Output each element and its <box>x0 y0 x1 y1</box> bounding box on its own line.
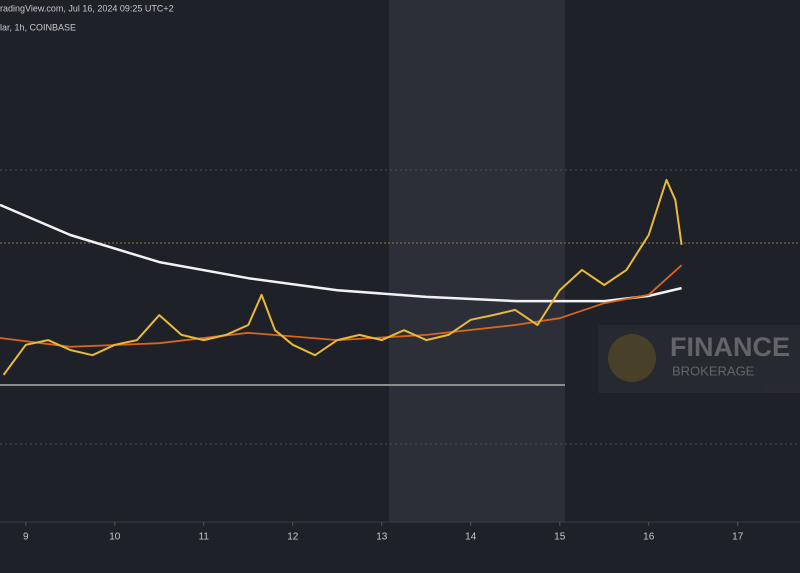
x-tick-label: 14 <box>465 532 477 543</box>
x-tick-label: 17 <box>732 532 744 543</box>
watermark-logo <box>608 334 656 382</box>
highlight-band <box>389 0 565 522</box>
chart-title: radingView.com, Jul 16, 2024 09:25 UTC+2 <box>0 3 174 13</box>
chart-subtitle: lar, 1h, COINBASE <box>0 22 76 32</box>
x-tick-label: 15 <box>554 532 566 543</box>
x-tick-label: 10 <box>109 532 121 543</box>
x-tick-label: 9 <box>23 532 29 543</box>
x-tick-label: 11 <box>199 532 210 543</box>
watermark: FINANCE BROKERAGE <box>598 325 800 393</box>
watermark-subtitle: BROKERAGE <box>672 363 755 378</box>
series-line <box>0 264 683 348</box>
x-tick-label: 13 <box>376 532 388 543</box>
series-line <box>2 178 683 376</box>
x-tick-label: 16 <box>643 532 655 543</box>
x-tick-label: 12 <box>287 532 299 543</box>
watermark-title: FINANCE <box>670 332 790 362</box>
